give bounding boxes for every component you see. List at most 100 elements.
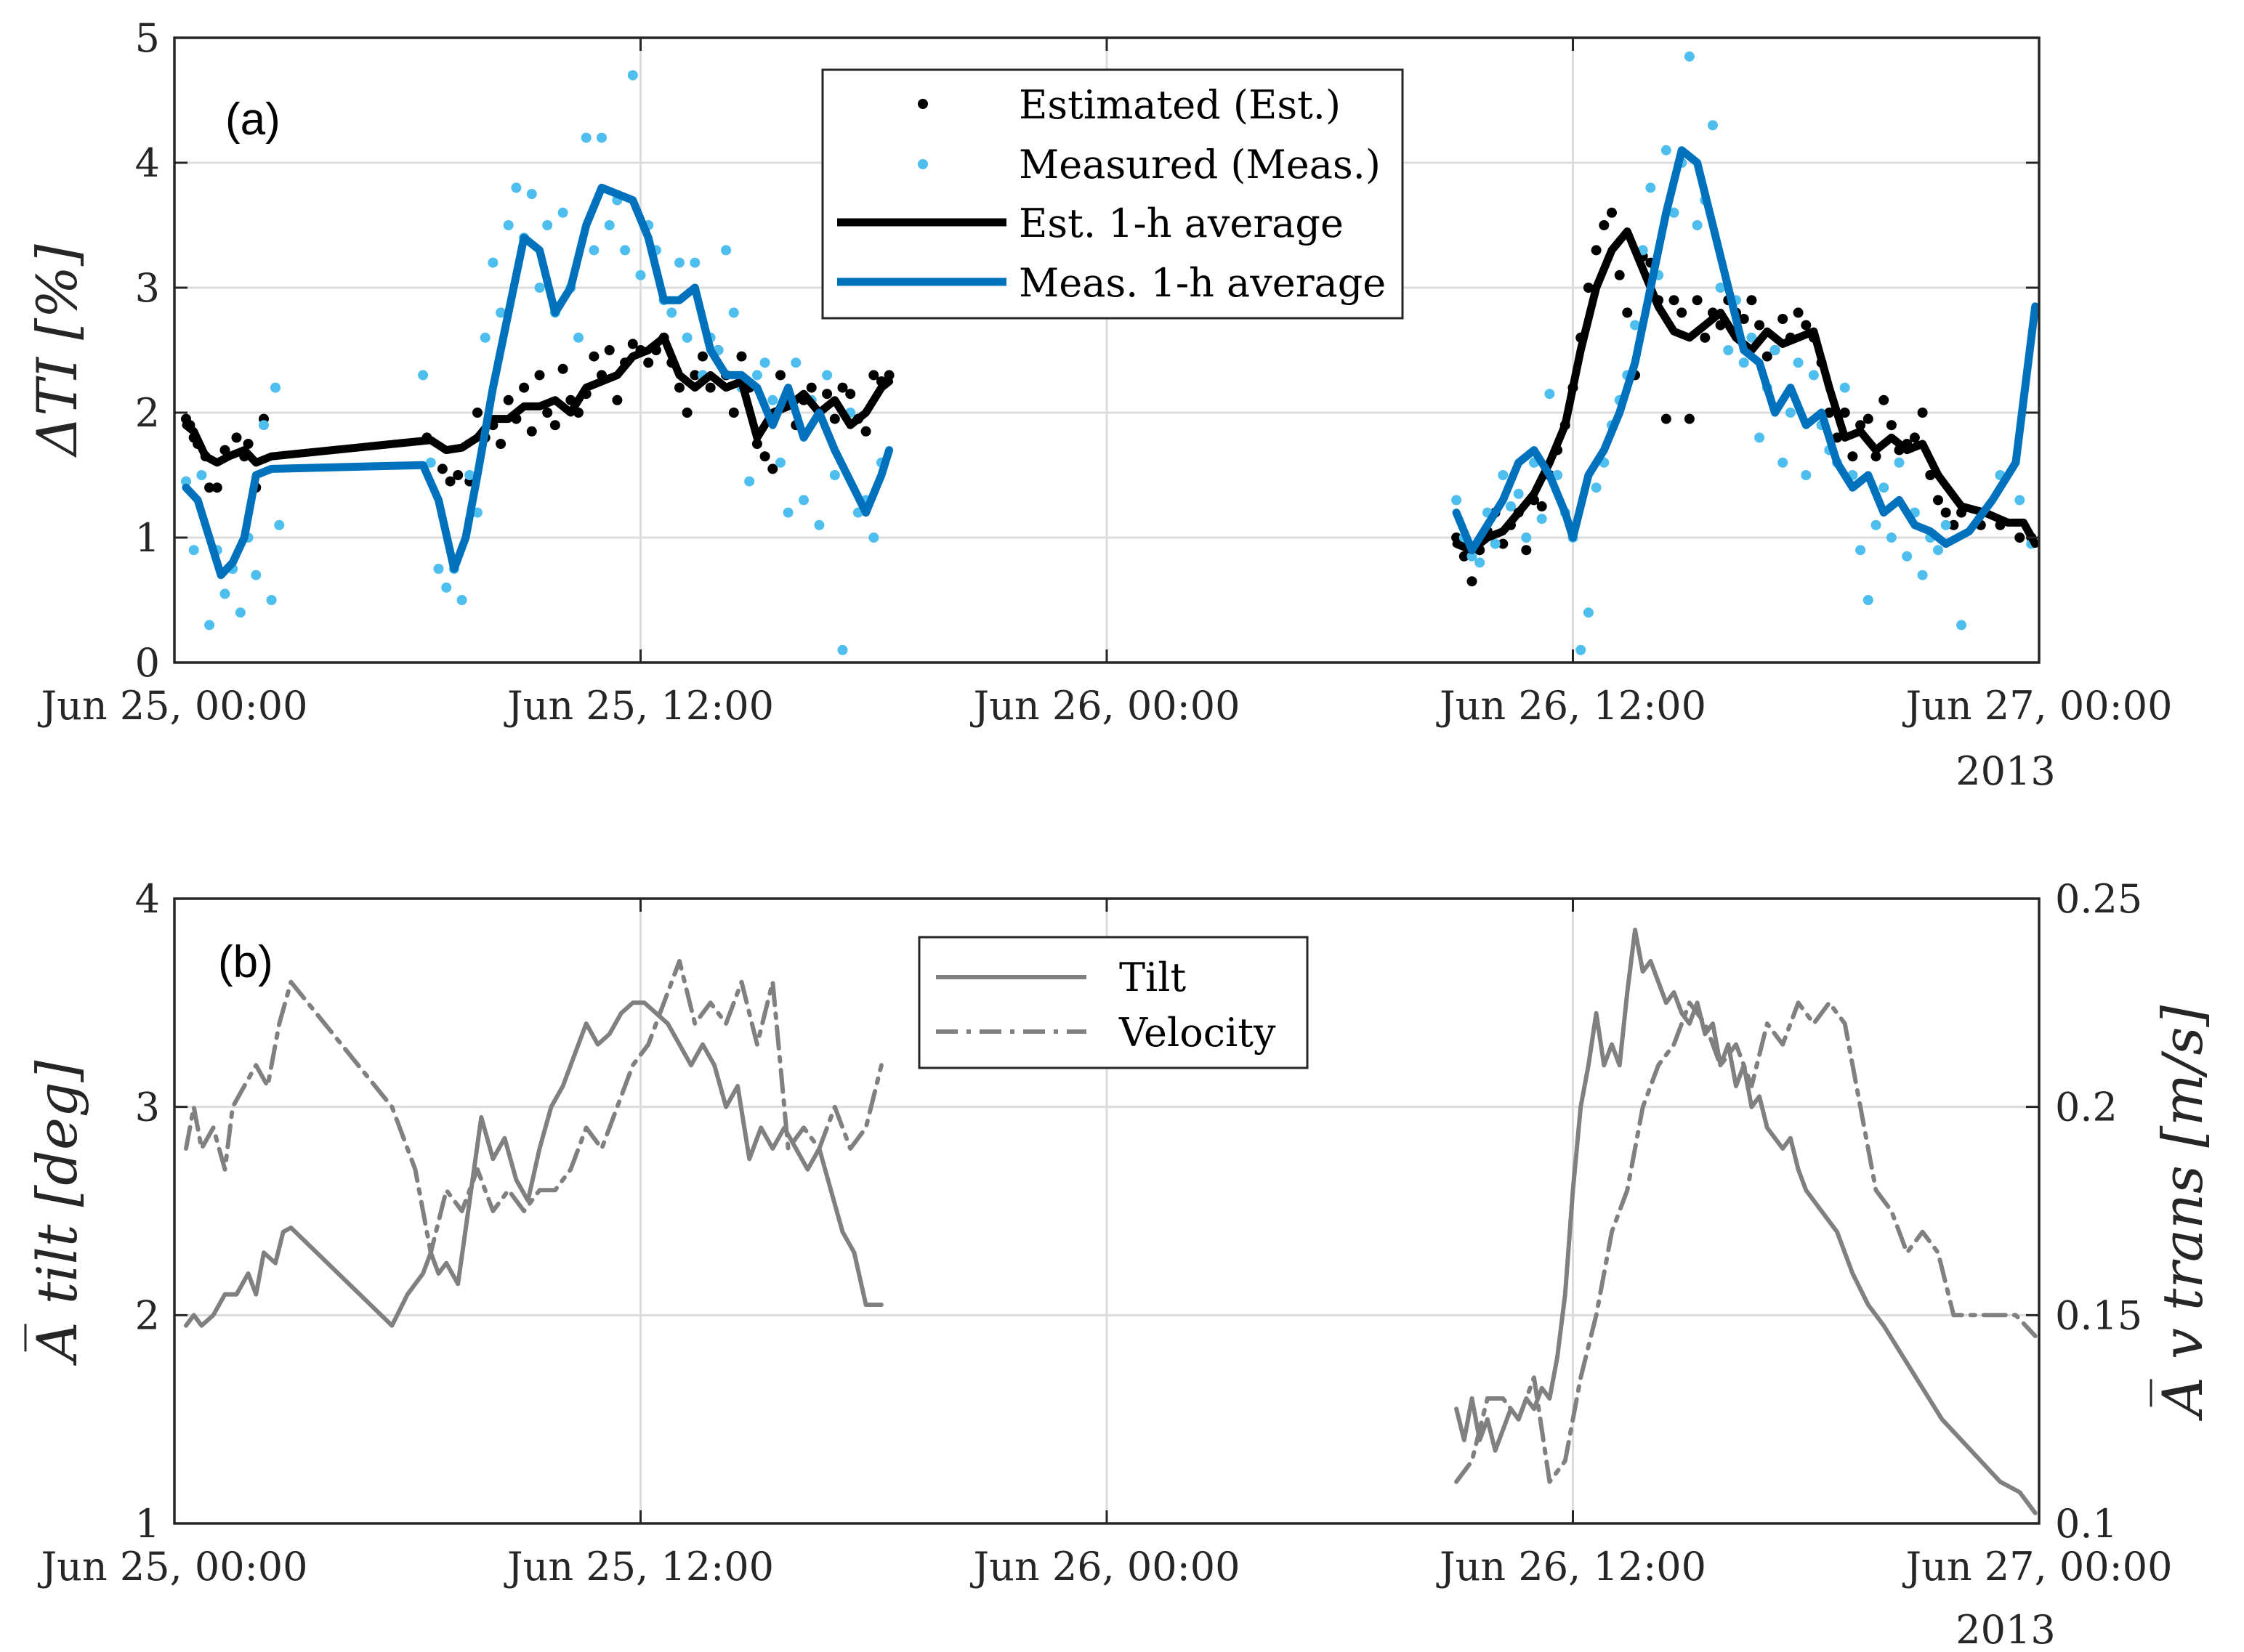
data-point-estimated-est (1738, 314, 1749, 324)
data-point-measured-meas (441, 582, 452, 593)
data-point-estimated-est (1498, 538, 1509, 549)
data-point-estimated-est (1917, 408, 1928, 418)
data-point-measured-meas (1956, 620, 1967, 631)
data-point-estimated-est (1668, 295, 1679, 306)
data-point-measured-meas (251, 570, 262, 580)
data-point-estimated-est (1684, 413, 1695, 424)
data-point-measured-meas (418, 370, 429, 381)
data-point-measured-meas (503, 220, 514, 230)
data-point-estimated-est (542, 408, 553, 418)
data-point-measured-meas (480, 332, 491, 343)
data-point-measured-meas (1715, 283, 1726, 293)
y-right-tick-label: 0.25 (2055, 876, 2142, 922)
data-point-estimated-est (845, 389, 856, 400)
data-point-estimated-est (612, 394, 623, 405)
data-point-estimated-est (519, 382, 530, 393)
data-point-estimated-est (1599, 220, 1610, 230)
panel-b-legend: Tilt Velocity (918, 936, 1309, 1069)
data-point-estimated-est (1591, 245, 1602, 256)
data-point-measured-meas (1886, 533, 1897, 543)
data-point-measured-meas (868, 533, 879, 543)
data-point-estimated-est (437, 463, 448, 474)
data-point-estimated-est (503, 394, 514, 405)
data-point-measured-meas (573, 332, 584, 343)
data-point-estimated-est (829, 413, 840, 424)
data-point-measured-meas (456, 595, 467, 605)
data-point-measured-meas (542, 220, 553, 230)
data-point-estimated-est (604, 345, 615, 355)
panel-b-legend-box (918, 936, 1309, 1069)
data-point-estimated-est (884, 370, 895, 381)
legend-label-meas-average: Meas. 1-h average (1019, 260, 1386, 306)
data-point-estimated-est (759, 451, 770, 462)
data-point-measured-meas (682, 332, 693, 343)
data-point-measured-meas (433, 564, 444, 574)
data-point-measured-meas (1769, 345, 1780, 355)
data-point-estimated-est (728, 408, 739, 418)
legend-swatch-estimated (918, 99, 928, 109)
legend-label-tilt: Tilt (1119, 955, 1187, 1000)
data-point-estimated-est (1746, 295, 1757, 306)
data-point-measured-meas (1870, 519, 1881, 530)
data-point-measured-meas (767, 394, 778, 405)
panel-b-ticks: Jun 25, 00:00 Jun 25, 12:00 Jun 26, 00:00 J… (37, 876, 2172, 1590)
data-point-estimated-est (1614, 270, 1625, 280)
data-point-measured-meas (1754, 432, 1765, 443)
data-point-estimated-est (1793, 307, 1804, 318)
data-point-estimated-est (549, 420, 560, 431)
legend-swatch-measured (918, 159, 928, 169)
data-point-measured-meas (1793, 357, 1804, 368)
data-point-measured-meas (1785, 408, 1796, 418)
data-point-estimated-est (1676, 307, 1687, 318)
panel-a-y-axis-title: ΔTI [%] (25, 244, 89, 458)
series-line-tilt (1454, 928, 2038, 1515)
data-point-estimated-est (1933, 495, 1943, 506)
data-point-measured-meas (604, 220, 615, 230)
data-point-estimated-est (534, 370, 545, 381)
series-line-est-1-h-average (1452, 227, 2040, 554)
y-tick-label: 3 (135, 1085, 160, 1130)
data-point-estimated-est (1886, 420, 1897, 431)
data-point-estimated-est (211, 482, 222, 493)
data-point-estimated-est (682, 408, 693, 418)
data-point-estimated-est (690, 370, 701, 381)
data-point-measured-meas (2014, 495, 2025, 506)
data-point-measured-meas (674, 257, 685, 268)
y-tick-label: 4 (135, 140, 160, 186)
x-tick-label: Jun 26, 00:00 (969, 1544, 1240, 1590)
legend-label-velocity: Velocity (1118, 1010, 1276, 1056)
data-point-measured-meas (235, 607, 246, 618)
data-point-measured-meas (690, 257, 701, 268)
data-point-measured-meas (196, 470, 207, 480)
data-point-estimated-est (1536, 501, 1547, 511)
data-point-estimated-est (1839, 408, 1850, 418)
data-point-estimated-est (822, 389, 833, 400)
panel-a-label: (a) (225, 94, 280, 145)
data-point-measured-meas (721, 245, 732, 256)
data-point-estimated-est (806, 382, 817, 393)
data-point-estimated-est (1622, 307, 1633, 318)
data-point-estimated-est (496, 439, 506, 449)
data-point-measured-meas (1746, 332, 1757, 343)
series-line-velocity (1454, 1000, 2038, 1484)
data-point-measured-meas (1591, 482, 1602, 493)
data-point-measured-meas (589, 245, 600, 256)
data-point-measured-meas (1692, 220, 1703, 230)
panel-a-legend: Estimated (Est.) Measured (Meas.) Est. 1… (821, 68, 1404, 320)
data-point-measured-meas (1536, 514, 1547, 525)
data-point-estimated-est (1754, 320, 1765, 331)
data-point-measured-meas (511, 182, 522, 193)
data-point-estimated-est (1948, 519, 1959, 530)
data-point-measured-meas (1777, 457, 1788, 468)
panel-b-y-axis-title-left: A̅ tilt [deg] (23, 1060, 89, 1366)
data-point-estimated-est (445, 476, 456, 487)
data-point-estimated-est (1824, 408, 1835, 418)
panel-a-ticks: Jun 25, 00:00 Jun 25, 12:00 Jun 26, 00:00 J… (37, 15, 2172, 729)
data-point-estimated-est (1847, 451, 1858, 462)
data-point-measured-meas (1708, 120, 1718, 131)
data-point-measured-meas (759, 357, 770, 368)
y-tick-label: 0 (135, 640, 160, 686)
data-point-estimated-est (1909, 432, 1920, 443)
data-point-estimated-est (1801, 320, 1812, 331)
